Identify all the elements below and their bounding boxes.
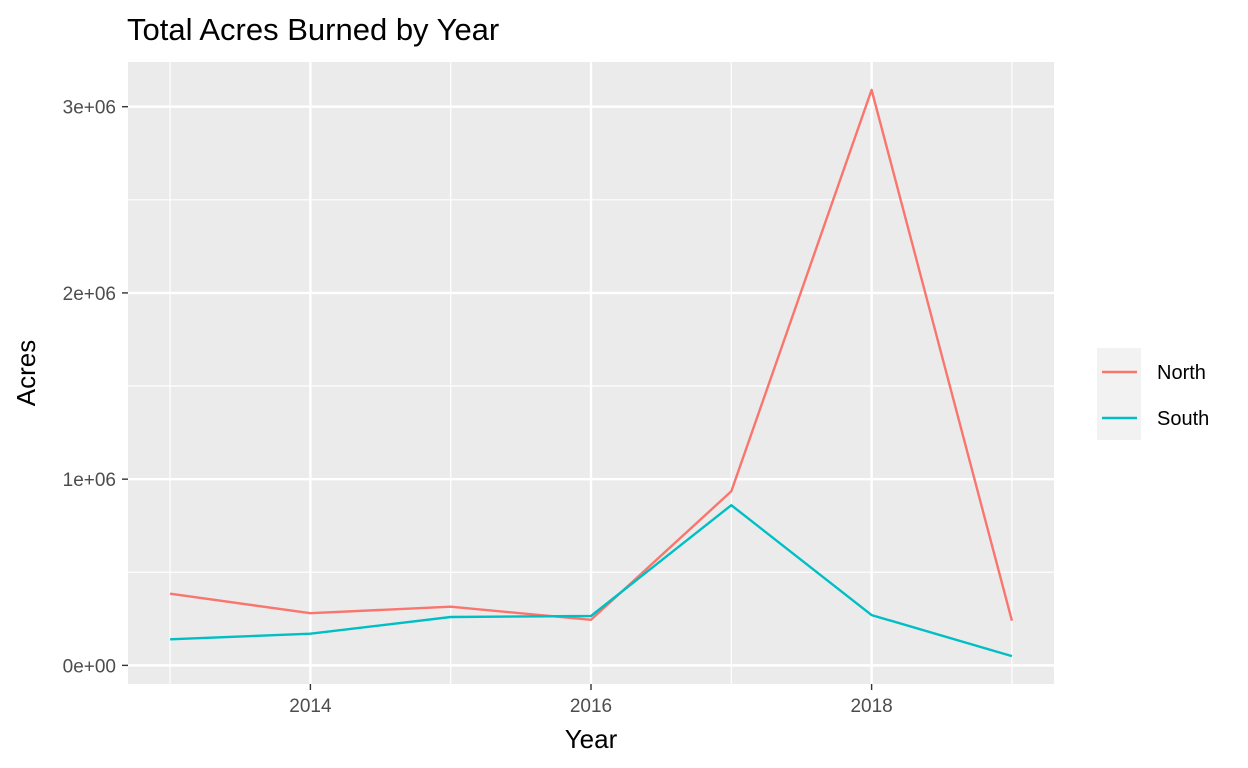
chart-title: Total Acres Burned by Year <box>127 12 499 47</box>
y-axis: 0e+00 1e+06 2e+06 3e+06 <box>63 98 128 677</box>
series-lines <box>169 88 1014 658</box>
x-tick-label: 2014 <box>289 696 332 717</box>
series-line-north <box>169 88 1014 622</box>
major-gridlines <box>128 62 1054 684</box>
x-tick-label: 2018 <box>850 696 892 717</box>
y-tick-label: 3e+06 <box>63 98 116 119</box>
legend-key-background <box>1097 348 1141 440</box>
legend-label-south: South <box>1157 408 1209 430</box>
y-axis-title: Acres <box>11 340 41 406</box>
legend: North South <box>1097 348 1209 440</box>
x-axis-title: Year <box>565 724 618 754</box>
legend-label-north: North <box>1157 362 1206 384</box>
y-tick-label: 0e+00 <box>63 656 116 677</box>
x-axis: 2014 2016 2018 <box>289 684 893 717</box>
series-line-south <box>170 504 1013 658</box>
y-tick-label: 2e+06 <box>63 284 116 305</box>
y-tick-label: 1e+06 <box>63 470 116 491</box>
x-tick-label: 2016 <box>570 696 612 717</box>
